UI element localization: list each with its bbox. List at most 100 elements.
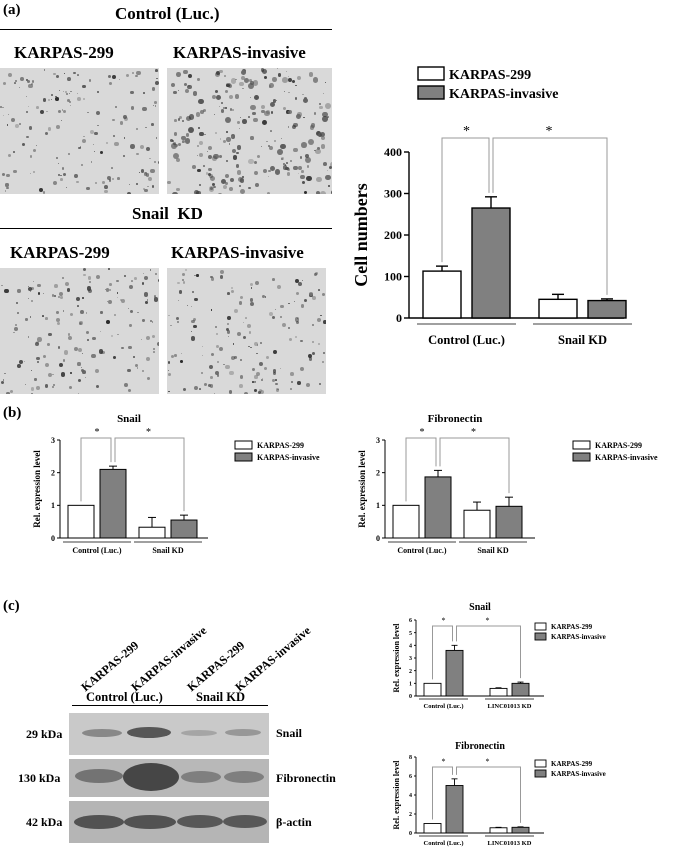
cell-speck [111,166,114,169]
cell-speck [61,276,65,279]
cell-speck [250,136,254,140]
cell-speck [232,155,238,160]
bar [538,298,578,319]
cell-speck [26,80,30,84]
cell-speck [280,157,284,161]
legend-label: KARPAS-299 [551,623,593,631]
cell-speck [167,180,171,185]
cell-speck [97,124,99,126]
significance-star: * [442,757,446,766]
cell-speck [30,82,33,85]
cell-speck [270,130,272,132]
cell-speck [60,119,63,122]
cell-speck [222,139,227,144]
cell-speck [176,72,182,78]
cell-speck [265,109,271,115]
cell-speck [131,280,133,282]
cell-speck [293,122,298,128]
chart-b-fibronectin: Fibronectin 0 1 2 3 Rel. expression level Cont… [357,413,658,555]
cell-speck [314,273,317,276]
cell-speck [227,322,230,325]
cell-speck [31,300,34,303]
cell-speck [315,148,321,155]
cell-speck [123,382,128,387]
cell-speck [257,390,261,394]
cell-speck [44,363,49,368]
cell-speck [208,146,213,151]
cell-speck [230,286,234,290]
cell-speck [264,111,270,117]
cell-speck [192,164,196,169]
cell-speck [260,68,265,72]
cell-speck [55,318,60,323]
legend-label: KARPAS-invasive [257,453,320,462]
cell-speck [174,354,177,357]
cell-speck [69,93,71,95]
cell-speck [295,291,299,295]
cell-speck [5,183,9,187]
cell-speck [269,145,274,150]
cell-speck [312,77,319,83]
legend-label: KARPAS-299 [257,441,304,450]
cell-speck [221,101,223,104]
legend-swatch [534,632,547,641]
cell-speck [323,92,325,95]
cell-speck [327,170,329,172]
cell-speck [229,177,234,182]
cell-speck [33,280,35,283]
cell-speck [185,115,191,121]
cell-speck [280,305,284,309]
cell-speck [232,343,235,345]
cell-speck [13,82,16,85]
cell-speck [66,77,71,82]
cell-speck [207,155,213,160]
cell-speck [0,380,4,384]
cell-speck [127,388,132,393]
cell-speck [26,135,29,139]
group-label: Snail KD [152,546,184,555]
cell-speck [194,297,198,301]
cell-speck [249,96,252,99]
cell-speck [145,356,151,362]
cell-speck [94,182,98,185]
bar [489,687,508,697]
cell-speck [199,131,204,137]
cell-speck [151,123,154,126]
cell-speck [222,184,228,190]
cell-speck [226,137,231,142]
cell-speck [95,111,100,116]
cell-speck [34,342,39,346]
cell-speck [172,191,179,194]
cell-speck [277,284,282,289]
cell-speck [194,274,196,277]
cell-speck [248,158,254,165]
cell-speck [190,336,195,341]
cell-speck [88,79,91,82]
cell-speck [183,388,187,392]
cell-speck [260,378,263,381]
cell-speck [225,365,230,370]
cell-speck [234,356,237,359]
cell-speck [102,181,106,185]
cell-speck [255,372,260,377]
cell-speck [227,335,229,337]
cell-speck [181,273,185,277]
y-tick-label: 100 [384,270,402,284]
cell-speck [241,70,247,76]
group-line-control [72,705,178,706]
cell-speck [45,131,49,135]
cell-speck [57,346,61,349]
cell-speck [215,344,220,349]
cell-speck [185,133,190,137]
cell-speck [86,186,91,191]
panel-c-letter: (c) [3,598,20,614]
cell-speck [183,69,188,75]
cell-speck [235,164,240,168]
col-label-left-top: KARPAS-299 [14,43,114,62]
cell-speck [224,173,229,179]
y-tick-label: 0 [51,534,55,543]
cell-speck [250,298,254,302]
kd-divider [0,228,332,229]
band [124,815,176,829]
cell-speck [285,70,288,72]
